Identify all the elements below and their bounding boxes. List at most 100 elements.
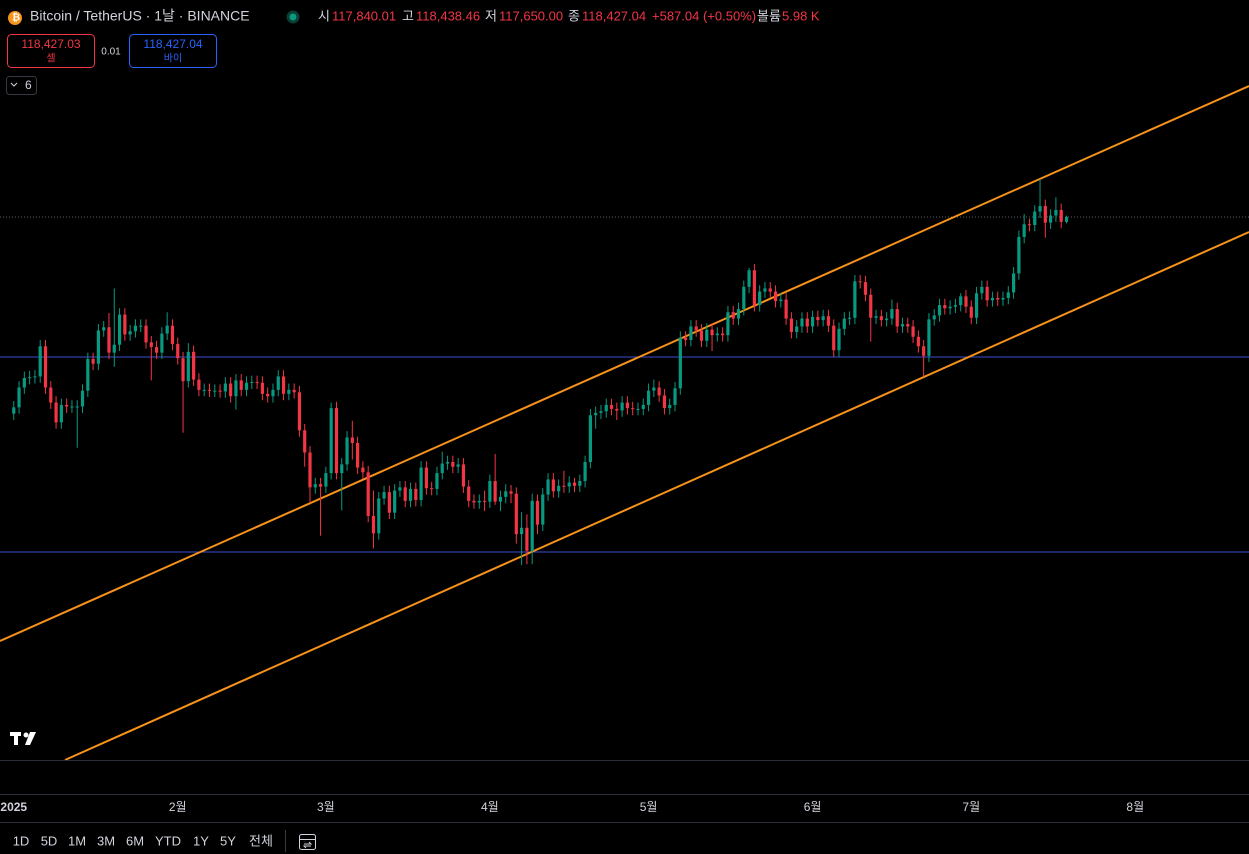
candle-body	[345, 437, 349, 465]
timeframe-button[interactable]: 5D	[41, 833, 58, 848]
timeframe-button[interactable]: 5Y	[220, 833, 236, 848]
candle-body	[408, 488, 413, 501]
spread: 0.01	[101, 47, 121, 58]
candle-body	[160, 333, 164, 353]
candle-body	[990, 297, 995, 301]
candle-body	[684, 337, 688, 340]
candle-body	[546, 479, 550, 495]
candle-body	[102, 327, 106, 331]
candle-body	[821, 316, 825, 321]
candle-body	[461, 464, 466, 487]
candle-body	[985, 286, 989, 301]
ohlc-value: 118,438.46	[416, 8, 480, 23]
sell-button[interactable]	[7, 34, 95, 68]
candle-body	[535, 500, 540, 525]
candle-body	[229, 383, 233, 397]
candle-body	[721, 333, 725, 336]
candle-body	[705, 329, 709, 341]
candle-body	[313, 484, 317, 488]
candle-body	[620, 402, 624, 411]
candle-body	[604, 404, 608, 412]
candle-body	[1017, 236, 1021, 274]
buy-label: 바이	[164, 53, 182, 65]
candle-body	[520, 527, 524, 535]
candle-body	[1022, 224, 1026, 237]
timeframe-button[interactable]: 1D	[13, 833, 30, 848]
candle-body	[668, 404, 672, 409]
candle-body	[430, 488, 434, 490]
candle-body	[689, 326, 693, 340]
channel-upper[interactable]	[0, 85, 1249, 642]
candle-body	[525, 527, 529, 551]
ohlc-label: 시	[318, 8, 330, 23]
candle-body	[382, 492, 386, 499]
candle-body	[1033, 211, 1037, 226]
candle-body	[38, 346, 42, 377]
candle-body	[551, 479, 555, 492]
timeframe-button[interactable]: 1M	[68, 833, 86, 848]
volume-label: 볼륨	[757, 8, 781, 23]
candle-body	[1027, 224, 1032, 226]
x-tick-label: 7월	[962, 800, 980, 814]
candle-body	[144, 325, 148, 343]
sell-price: 118,427.03	[21, 37, 80, 51]
ohlc-label: 고	[402, 8, 414, 23]
candle-body	[636, 408, 640, 410]
candle-body	[953, 305, 957, 307]
candle-body	[440, 463, 444, 474]
timeframe-button[interactable]: 1Y	[193, 833, 209, 848]
candle-body	[361, 467, 365, 473]
candle-body	[128, 331, 132, 335]
candle-body	[980, 286, 984, 294]
timeframe-button[interactable]: 전체	[249, 833, 273, 848]
candle-body	[847, 317, 852, 319]
candle-body	[609, 404, 614, 409]
indicator-toggle[interactable]	[6, 76, 37, 95]
candle-body	[699, 330, 704, 341]
candle-body	[726, 312, 730, 336]
candle-body	[112, 344, 116, 353]
symbol[interactable]: Bitcoin / TetherUS · 1날 · BINANCE	[30, 8, 250, 24]
x-tick-label: 6월	[804, 800, 822, 814]
buy-button[interactable]	[129, 34, 217, 68]
candle-body	[244, 382, 249, 390]
candle-body	[117, 314, 122, 345]
timeframe-button[interactable]: 3M	[97, 833, 115, 848]
ohlc-label: 종	[568, 8, 580, 23]
candle-body	[858, 281, 862, 283]
candle-body	[350, 437, 354, 443]
candle-body	[805, 318, 809, 327]
candle-body	[308, 452, 312, 488]
candle-body	[578, 481, 582, 486]
candle-body	[80, 390, 85, 407]
channel-lower[interactable]	[64, 231, 1249, 761]
date-range-icon[interactable]	[299, 834, 316, 850]
candle-body	[509, 491, 513, 494]
candle-body	[414, 488, 418, 501]
candle-body	[467, 486, 471, 501]
timeframe-button[interactable]: 6M	[126, 833, 144, 848]
candle-body	[922, 346, 926, 356]
candle-body	[154, 347, 159, 353]
candle-body	[832, 325, 836, 351]
candle-body	[673, 388, 677, 405]
candle-body	[1038, 206, 1042, 212]
candle-body	[239, 380, 243, 390]
candle-body	[916, 336, 920, 347]
sell-label: 셀	[46, 53, 55, 65]
candle-body	[964, 296, 968, 307]
candle-body	[927, 319, 931, 356]
candle-body	[17, 387, 21, 408]
timeframe-button[interactable]: YTD	[155, 833, 181, 848]
candle-body	[530, 500, 534, 551]
candle-body	[276, 376, 280, 390]
candle-body	[572, 482, 577, 486]
candle-body	[250, 381, 254, 383]
candle-body	[176, 343, 180, 359]
candle-body	[356, 442, 360, 468]
candle-body	[255, 381, 259, 383]
candle-body	[297, 392, 302, 431]
candle-body	[742, 286, 746, 310]
candle-body	[139, 325, 143, 327]
